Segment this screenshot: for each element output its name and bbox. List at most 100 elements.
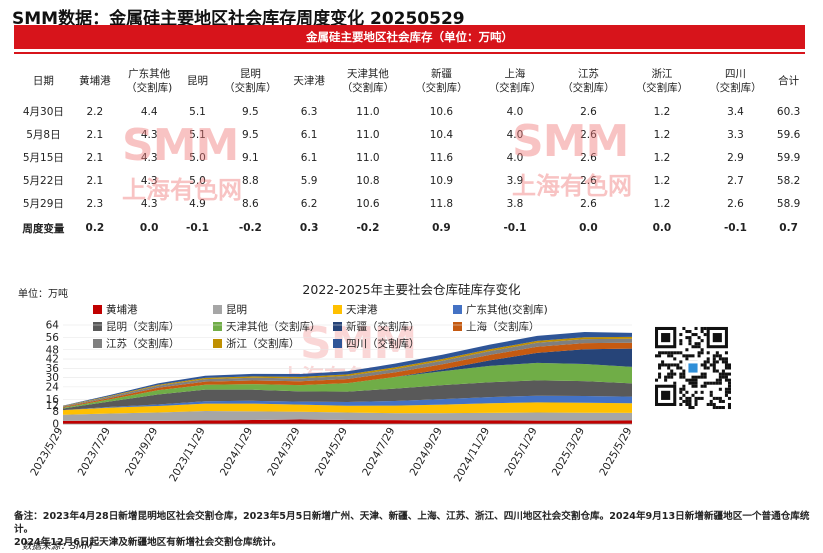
legend-label: 天津港 (346, 304, 378, 316)
table-cell: 4.3 (140, 174, 158, 187)
table-cell: 58.9 (776, 197, 801, 210)
legend-label: 上海（交割库） (466, 321, 540, 333)
weekly-change-row: 周度变量 0.2 0.0 -0.1 -0.2 0.3 -0.2 0.9 -0.1 0.0 0.0 -0… (14, 215, 805, 241)
table-cell: 2.6 (580, 128, 597, 141)
chart-title: 2022-2025年主要社会仓库硅库存变化 (302, 282, 521, 297)
table-cell: 4.0 (506, 151, 524, 164)
table-cell: 2.2 (86, 105, 104, 118)
legend-item: 江苏（交割库） (93, 336, 180, 351)
table-cell: -0.2 (238, 222, 262, 234)
table-cell: 10.9 (429, 174, 454, 187)
column-header: 昆明 （交割库） (214, 62, 288, 100)
qr-code (655, 326, 731, 410)
table-cell: 2.1 (86, 128, 104, 141)
table-header-row: 日期 黄埔港 广东其他 （交割库) 昆明 昆明 （交割库） 天津港 天津其他 （交割库） 新疆 （交割… (14, 62, 805, 100)
legend-label: 天津其他（交割库） (226, 321, 321, 333)
legend-item: 天津港 (333, 302, 378, 317)
legend-item: 上海（交割库） (453, 319, 540, 334)
column-header-text: （交割库） (224, 82, 277, 94)
table-cell: 5.0 (189, 174, 206, 187)
y-tick-label: 30 (46, 372, 59, 384)
table-cell: 4.9 (189, 197, 206, 210)
legend-label: 浙江（交割库） (226, 338, 300, 350)
legend-swatch (213, 339, 222, 348)
table-cell: 5月8日 (26, 129, 61, 141)
y-tick-label: 8 (52, 406, 59, 418)
x-tick-label: 2024/3/29 (265, 426, 302, 479)
legend-label: 江苏（交割库） (106, 338, 180, 350)
legend-swatch (453, 322, 462, 331)
y-tick-label: 16 (46, 394, 60, 406)
x-tick-label: 2024/11/29 (452, 426, 493, 484)
table-cell: 0.0 (652, 222, 672, 234)
table-cell: 8.8 (241, 174, 259, 187)
area-series (63, 411, 632, 421)
table-cell: -0.1 (723, 222, 747, 234)
table-cell: 0.0 (579, 222, 598, 234)
table-cell: 3.9 (506, 174, 524, 187)
table-title-bar: 金属硅主要地区社会库存（单位：万吨） (14, 25, 805, 49)
table-cell: 5.0 (189, 151, 206, 164)
legend-item: 四川（交割库） (333, 336, 420, 351)
column-header-text: 天津其他 (346, 68, 389, 80)
table-body: 4月30日 2.2 4.4 5.1 9.5 6.3 11.0 10.6 4.0 2.6 1.2 3.4… (14, 100, 805, 241)
table-cell: 6.3 (300, 105, 318, 118)
table-cell: 0.0 (139, 222, 159, 234)
x-tick-label: 2025/5/29 (597, 426, 634, 479)
table-cell: 4.4 (140, 105, 158, 118)
footnote-line: 备注：2023年4月28日新增昆明地区社会交割仓库，2023年5月5日新增广州、… (14, 511, 810, 535)
table-cell: 10.4 (429, 128, 454, 141)
table-cell: 1.2 (653, 197, 671, 210)
legend-item: 广东其他(交割库) (453, 302, 548, 317)
table-cell: 11.0 (356, 151, 380, 164)
column-header-text: （交割库） (562, 82, 615, 94)
table-cell: 11.6 (429, 151, 454, 164)
table-cell: -0.2 (356, 222, 380, 234)
y-tick-label: 64 (46, 320, 60, 332)
table-cell: 0.2 (85, 222, 105, 234)
x-tick-label: 2023/9/29 (123, 426, 160, 479)
table-row: 4月30日 2.2 4.4 5.1 9.5 6.3 11.0 10.6 4.0 2.6 1.2 3.4… (14, 100, 805, 123)
legend-swatch (333, 339, 342, 348)
column-header: 日期 (14, 62, 73, 100)
column-header-text: 新疆 (430, 68, 452, 80)
column-header-text: （交割库） (709, 82, 762, 94)
table-cell: 5月22日 (22, 175, 64, 187)
legend-swatch (93, 339, 102, 348)
x-tick-label: 2024/7/29 (360, 426, 397, 479)
table-cell: 2.3 (86, 197, 104, 210)
column-header: 天津港 (287, 62, 331, 100)
column-header-text: 黄埔港 (79, 75, 111, 87)
table-cell: 0.3 (299, 222, 319, 234)
table-cell: 9.1 (241, 151, 259, 164)
legend-item: 天津其他（交割库） (213, 319, 321, 334)
column-header: 天津其他 （交割库） (331, 62, 405, 100)
area-series (63, 380, 632, 411)
table-cell: 1.2 (653, 151, 671, 164)
y-tick-label: 48 (46, 344, 59, 356)
table-cell: 6.1 (300, 151, 318, 164)
area-series (63, 342, 632, 408)
legend-label: 黄埔港 (106, 304, 138, 316)
table-cell: 1.2 (653, 128, 671, 141)
area-series (63, 402, 632, 415)
table-cell: 58.2 (776, 174, 801, 187)
table-cell: 4.0 (506, 128, 524, 141)
x-tick-label: 2025/3/29 (550, 426, 587, 479)
table-cell: 2.6 (580, 197, 597, 210)
table-cell: 1.2 (653, 105, 671, 118)
legend-swatch (213, 322, 222, 331)
area-series (63, 362, 632, 409)
column-header-text: （交割库） (415, 82, 468, 94)
y-tick-label: 56 (46, 332, 60, 344)
column-header: 四川 （交割库） (699, 62, 773, 100)
column-header-text: 天津港 (293, 75, 325, 87)
column-header-text: 合计 (778, 75, 800, 87)
table-cell: 10.6 (429, 105, 454, 118)
footnote-line: 2024年12月6日起天津及新疆地区有新增社会交割仓库统计。 (14, 537, 282, 548)
column-header-text: （交割库) (126, 82, 173, 94)
column-header-text: 广东其他 (128, 68, 171, 80)
legend-item: 浙江（交割库） (213, 336, 300, 351)
column-header: 浙江 （交割库） (625, 62, 699, 100)
page-title: SMM数据：金属硅主要地区社会库存周度变化 20250529 (12, 9, 465, 29)
